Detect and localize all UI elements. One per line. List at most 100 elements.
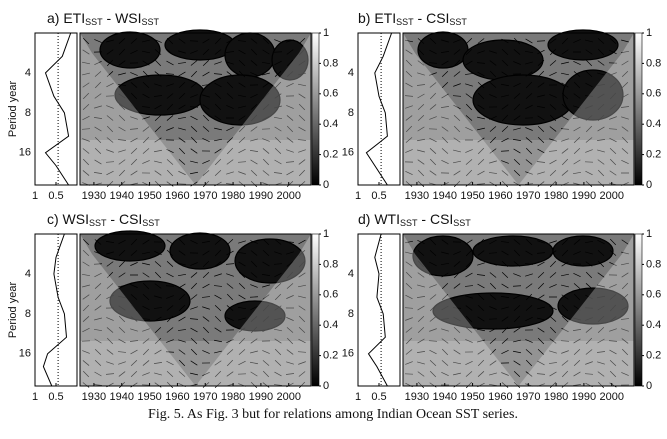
colorbar-tick-label: 0 — [323, 179, 329, 191]
x-tick-label: 1950 — [460, 190, 484, 202]
colorbar-tick-label: 0 — [323, 380, 329, 392]
colorbar-tick-label: 0.2 — [646, 350, 661, 362]
x-tick-label: 1970 — [193, 190, 217, 202]
side-frame — [35, 33, 77, 185]
side-frame — [358, 33, 400, 185]
panel-title: d) WTISST - CSISST — [358, 211, 471, 229]
colorbar-tick-label: 0.8 — [646, 258, 661, 270]
x-tick-label: 1980 — [544, 391, 568, 403]
x-tick-label: 1960 — [165, 391, 189, 403]
x-tick-label: 1930 — [405, 391, 429, 403]
y-tick-label: 8 — [25, 308, 31, 320]
colorbar — [312, 33, 319, 185]
title-text: a) ETI — [47, 10, 85, 26]
colorbar-tick-label: 0.4 — [323, 319, 338, 331]
title-subscript: SST — [142, 218, 160, 228]
colorbar-tick-label: 1 — [646, 27, 652, 39]
side-x-tick-label: 1 — [355, 190, 361, 202]
title-text: - WSI — [103, 10, 142, 26]
x-tick-label: 1990 — [572, 190, 596, 202]
colorbar — [635, 234, 642, 386]
y-tick-label: 16 — [342, 348, 354, 360]
side-frame — [358, 234, 400, 386]
title-text: b) ETI — [358, 10, 396, 26]
colorbar-tick-label: 0.4 — [323, 118, 338, 130]
colorbar-tick-label: 0.6 — [646, 88, 661, 100]
x-tick-label: 1930 — [405, 190, 429, 202]
title-subscript: SST — [400, 218, 418, 228]
colorbar-tick-label: 1 — [323, 228, 329, 240]
side-x-tick-label: 1 — [355, 391, 361, 403]
colorbar-tick-label: 0.2 — [646, 149, 661, 161]
colorbar-tick-label: 1 — [323, 27, 329, 39]
colorbar — [635, 33, 642, 185]
x-tick-label: 2000 — [276, 190, 300, 202]
title-subscript: SST — [396, 17, 414, 27]
colorbar-tick-label: 0 — [646, 380, 652, 392]
x-tick-label: 1950 — [460, 391, 484, 403]
caption: Fig. 5. As Fig. 3 but for relations amon… — [148, 407, 518, 422]
x-tick-label: 1930 — [82, 391, 106, 403]
colorbar-tick-label: 1 — [646, 228, 652, 240]
y-axis-label: Period year — [7, 81, 19, 138]
colorbar-tick-label: 0.8 — [323, 258, 338, 270]
y-axis-label: Period year — [7, 282, 19, 339]
y-tick-label: 16 — [19, 348, 31, 360]
x-tick-label: 1940 — [110, 190, 134, 202]
title-subscript: SST — [85, 17, 103, 27]
colorbar-tick-label: 0.2 — [323, 350, 338, 362]
x-tick-label: 1930 — [82, 190, 106, 202]
y-tick-label: 8 — [348, 308, 354, 320]
side-x-tick-label: 0.5 — [371, 190, 386, 202]
title-text: - CSI — [414, 10, 450, 26]
panel-title: c) WSISST - CSISST — [47, 211, 160, 229]
y-tick-label: 16 — [19, 147, 31, 159]
x-tick-label: 1940 — [433, 391, 457, 403]
x-tick-label: 1960 — [165, 190, 189, 202]
high-coherence-region — [463, 40, 543, 80]
panel-title: b) ETISST - CSISST — [358, 10, 467, 28]
y-tick-label: 4 — [25, 67, 31, 79]
high-coherence-region — [548, 30, 618, 60]
title-subscript: SST — [453, 218, 471, 228]
colorbar — [312, 234, 319, 386]
title-text: - CSI — [418, 211, 454, 227]
x-tick-label: 1970 — [516, 391, 540, 403]
y-tick-label: 4 — [348, 268, 354, 280]
x-tick-label: 1980 — [221, 190, 245, 202]
x-tick-label: 2000 — [599, 190, 623, 202]
side-x-tick-label: 1 — [32, 190, 38, 202]
high-coherence-region — [553, 236, 613, 266]
x-tick-label: 1960 — [488, 391, 512, 403]
title-subscript: SST — [89, 218, 107, 228]
title-text: d) WTI — [358, 211, 400, 227]
high-coherence-region — [418, 32, 468, 68]
colorbar-tick-label: 0.2 — [323, 149, 338, 161]
colorbar-tick-label: 0 — [646, 179, 652, 191]
x-tick-label: 1940 — [110, 391, 134, 403]
high-coherence-region — [95, 231, 165, 261]
colorbar-tick-label: 0.4 — [646, 319, 661, 331]
high-coherence-region — [473, 75, 573, 125]
y-tick-label: 4 — [25, 268, 31, 280]
side-x-tick-label: 0.5 — [48, 190, 63, 202]
side-x-tick-label: 1 — [32, 391, 38, 403]
title-subscript: SST — [449, 17, 467, 27]
side-x-tick-label: 0.5 — [371, 391, 386, 403]
x-tick-label: 1980 — [544, 190, 568, 202]
y-tick-label: 4 — [348, 67, 354, 79]
high-coherence-region — [100, 32, 160, 68]
colorbar-tick-label: 0.6 — [646, 289, 661, 301]
x-tick-label: 1970 — [516, 190, 540, 202]
x-tick-label: 1990 — [249, 190, 273, 202]
colorbar-tick-label: 0.6 — [323, 88, 338, 100]
colorbar-tick-label: 0.6 — [323, 289, 338, 301]
colorbar-tick-label: 0.4 — [646, 118, 661, 130]
x-tick-label: 2000 — [276, 391, 300, 403]
high-coherence-region — [473, 236, 553, 266]
x-tick-label: 1950 — [137, 190, 161, 202]
x-tick-label: 1980 — [221, 391, 245, 403]
y-tick-label: 8 — [348, 107, 354, 119]
x-tick-label: 1950 — [137, 391, 161, 403]
x-tick-label: 1970 — [193, 391, 217, 403]
